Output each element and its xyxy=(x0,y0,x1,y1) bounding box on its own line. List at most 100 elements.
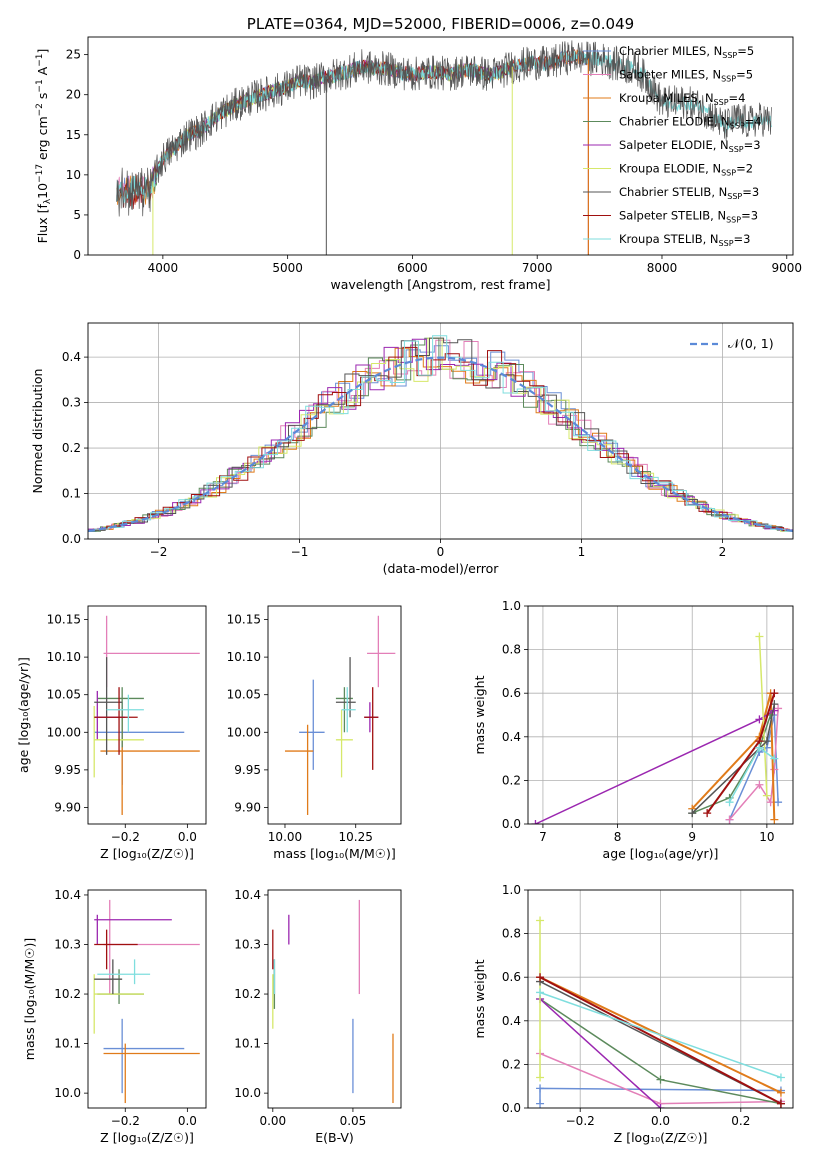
legend-entry-kroupa_stelib: Kroupa STELIB, NSSP=3 xyxy=(619,232,750,248)
x-tick-label: 0.2 xyxy=(731,1114,750,1128)
weight-marker-kroupa_elodie xyxy=(762,791,771,800)
legend-sub: SSP xyxy=(721,75,736,84)
y-tick-label: 0.2 xyxy=(502,773,521,787)
x-tick-label: 0.0 xyxy=(651,1114,670,1128)
weight-marker-kroupa_stelib xyxy=(725,798,734,807)
weight-marker-chabrier_elodie xyxy=(656,1075,665,1084)
x-tick-label: 0.0 xyxy=(178,1114,197,1128)
weight-marker-kroupa_elodie xyxy=(536,916,545,925)
y-tick-label: 15 xyxy=(66,128,81,142)
legend-tail: =5 xyxy=(736,68,753,82)
x-axis-label: (data-model)/error xyxy=(383,561,500,576)
weight-marker-chabrier_stelib xyxy=(688,809,697,818)
legend-label: Chabrier MILES, N xyxy=(619,44,722,58)
x-tick-label: 0.0 xyxy=(178,830,197,844)
y-tick-label: 10.2 xyxy=(54,987,81,1001)
weight-marker-salpeter_stelib xyxy=(770,689,779,698)
legend-entry-chabrier_elodie: Chabrier ELODIE, NSSP=4 xyxy=(619,115,762,131)
axes-frame xyxy=(267,605,402,825)
legend-tail: =4 xyxy=(745,115,762,129)
y-tick-label: 10.2 xyxy=(234,987,261,1001)
legend-sub: SSP xyxy=(721,169,736,178)
x-tick-label: −0.2 xyxy=(566,1114,595,1128)
y-tick-label: 1.0 xyxy=(502,883,521,897)
y-label-part: s xyxy=(35,93,50,104)
y-axis-label: Normed distribution xyxy=(30,369,45,494)
x-tick-label: 0 xyxy=(437,545,445,559)
plot-area-mass_vs_z xyxy=(93,899,200,1104)
weight-marker-salpeter_stelib xyxy=(776,1099,785,1108)
axes-frame xyxy=(87,322,794,540)
legend-label: Kroupa STELIB, N xyxy=(619,232,719,246)
weight-marker-salpeter_miles xyxy=(770,765,779,774)
plot-area-mass_vs_ebv xyxy=(272,899,394,1104)
y-label-part: Flux [f xyxy=(35,204,50,244)
panel-residuals: −2 −1 0 1 2 0.0 0.1 0.2 0.3 0.4 (data-model)/error… xyxy=(30,322,794,576)
legend-tail: =3 xyxy=(742,185,759,199)
y-tick-label: 0.8 xyxy=(502,927,521,941)
weight-line-chabrier_elodie xyxy=(691,714,772,814)
y-tick-label: 0.4 xyxy=(62,350,81,364)
weight-marker-chabrier_miles xyxy=(536,1099,545,1108)
legend-sub: SSP xyxy=(729,145,744,154)
weight-marker-kroupa_stelib xyxy=(536,988,545,997)
axes-frame xyxy=(527,889,794,1109)
y-tick-label: 0.4 xyxy=(502,730,521,744)
legend-entry-kroupa_miles: Kroupa MILES, NSSP=4 xyxy=(619,91,745,107)
y-tick-label: 0.2 xyxy=(62,441,81,455)
plot-area-spectrum xyxy=(116,40,773,255)
legend-sub: SSP xyxy=(726,216,741,225)
legend-label: Kroupa MILES, N xyxy=(619,91,714,105)
y-tick-label: 10.3 xyxy=(234,938,261,952)
y-tick-label: 10.00 xyxy=(47,725,81,739)
x-tick-label: −1 xyxy=(291,545,309,559)
x-tick-label: 1 xyxy=(578,545,586,559)
x-tick-label: 2 xyxy=(719,545,727,559)
x-tick-label: 0.05 xyxy=(340,1114,367,1128)
weight-marker-kroupa_stelib xyxy=(770,754,779,763)
x-tick-label: 4000 xyxy=(148,261,179,275)
x-axis-label: Z [log₁₀(Z/Z☉)] xyxy=(100,1130,194,1145)
panel-spectrum: 4000 5000 6000 7000 8000 9000 0 5 10 15 20 25 wavele… xyxy=(35,15,802,292)
x-tick-label: 10.00 xyxy=(268,830,302,844)
y-tick-label: 10.10 xyxy=(227,650,261,664)
y-label-part: −1 xyxy=(35,54,45,67)
legend-entry-normal: 𝒩(0, 1) xyxy=(728,336,774,351)
y-tick-label: 10.0 xyxy=(54,1086,81,1100)
y-tick-label: 0.0 xyxy=(62,532,81,546)
x-tick-label: −0.2 xyxy=(111,1114,140,1128)
weight-line-salpeter_elodie xyxy=(539,998,662,1108)
y-tick-label: 9.90 xyxy=(54,800,81,814)
y-tick-label: 10 xyxy=(66,168,81,182)
legend-entry-salpeter_elodie: Salpeter ELODIE, NSSP=3 xyxy=(619,138,761,154)
y-tick-label: 25 xyxy=(66,48,81,62)
weight-marker-kroupa_elodie xyxy=(755,632,764,641)
y-tick-label: 9.90 xyxy=(234,800,261,814)
y-label-part: ] xyxy=(35,49,50,54)
y-axis-label: mass weight xyxy=(472,959,487,1038)
y-tick-label: 10.1 xyxy=(234,1037,261,1051)
x-tick-label: 0.00 xyxy=(259,1114,286,1128)
weight-line-kroupa_elodie xyxy=(758,636,768,796)
legend-label: Salpeter STELIB, N xyxy=(619,209,726,223)
histogram-kroupa_miles xyxy=(88,347,790,531)
legend-label: Chabrier STELIB, N xyxy=(619,185,727,199)
axes-frame xyxy=(87,36,794,256)
x-tick-label: −2 xyxy=(150,545,168,559)
y-tick-label: 0.6 xyxy=(502,970,521,984)
y-tick-label: 0.0 xyxy=(502,1101,521,1115)
y-axis-label: mass weight xyxy=(472,675,487,754)
y-tick-label: 5 xyxy=(73,208,81,222)
x-axis-label: Z [log₁₀(Z/Z☉)] xyxy=(100,846,194,861)
y-tick-label: 0.4 xyxy=(502,1014,521,1028)
chart-title: PLATE=0364, MJD=52000, FIBERID=0006, z=0… xyxy=(247,15,634,33)
weight-marker-salpeter_miles xyxy=(755,780,764,789)
x-tick-label: 5000 xyxy=(272,261,303,275)
legend-tail: =5 xyxy=(737,44,754,58)
y-tick-label: 10.4 xyxy=(54,888,81,902)
weight-marker-kroupa_stelib xyxy=(755,743,764,752)
y-tick-label: 10.05 xyxy=(47,688,81,702)
y-tick-label: 10.0 xyxy=(234,1086,261,1100)
y-label-part: −2 xyxy=(35,103,45,116)
